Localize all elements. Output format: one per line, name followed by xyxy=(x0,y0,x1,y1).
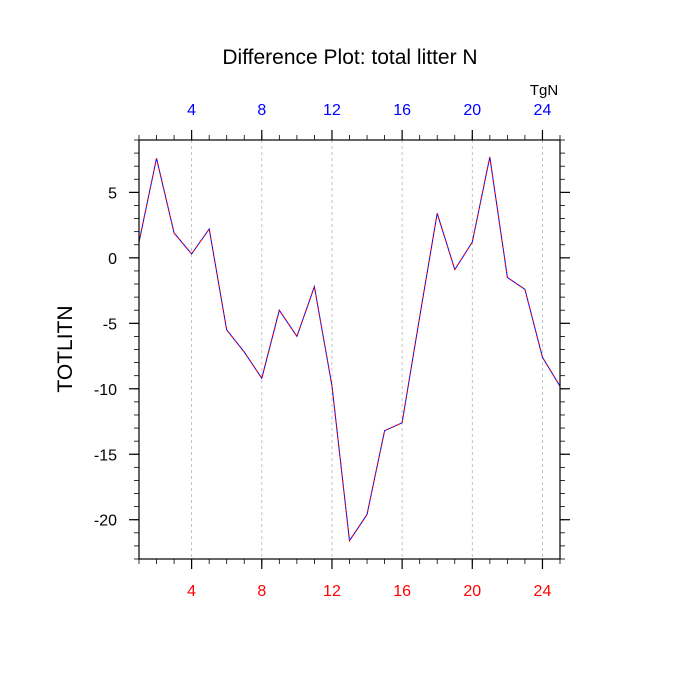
y-tick-label: -10 xyxy=(94,382,117,399)
tick-labels: 4 4 8 8 12 12 16 16 20 20 24 24 5 0 -5 -10 -15 -20 xyxy=(94,102,552,600)
x-tick-label-top: 4 xyxy=(187,102,196,119)
y-tick-label: -20 xyxy=(94,513,117,530)
x-tick-label-top: 20 xyxy=(463,102,481,119)
y-axis-label: TOTLITN xyxy=(54,305,77,392)
series-line xyxy=(138,156,561,543)
x-tick-label-top: 8 xyxy=(257,102,266,119)
y-tick-label: -15 xyxy=(94,447,117,464)
x-tick-label-top: 12 xyxy=(323,102,341,119)
x-tick-label-bottom: 24 xyxy=(534,583,552,600)
y-tick-label: 5 xyxy=(108,185,117,202)
plot-frame xyxy=(138,139,561,560)
x-tick-label-top: 16 xyxy=(393,102,411,119)
x-tick-label-bottom: 20 xyxy=(463,583,481,600)
data-series xyxy=(138,156,561,543)
x-tick-label-bottom: 4 xyxy=(187,583,196,600)
x-tick-label-top: 24 xyxy=(534,102,552,119)
x-tick-label-bottom: 8 xyxy=(257,583,266,600)
x-tick-label-bottom: 12 xyxy=(323,583,341,600)
chart-title: Difference Plot: total litter N xyxy=(222,46,477,69)
y-tick-label: 0 xyxy=(108,251,117,268)
minor-ticks xyxy=(134,135,565,564)
y-tick-label: -5 xyxy=(103,316,117,333)
major-ticks xyxy=(129,130,570,569)
series-line-overlay xyxy=(138,156,561,543)
grid-lines xyxy=(191,140,543,559)
x-tick-label-bottom: 16 xyxy=(393,583,411,600)
top-axis-unit-label: TgN xyxy=(530,82,558,99)
